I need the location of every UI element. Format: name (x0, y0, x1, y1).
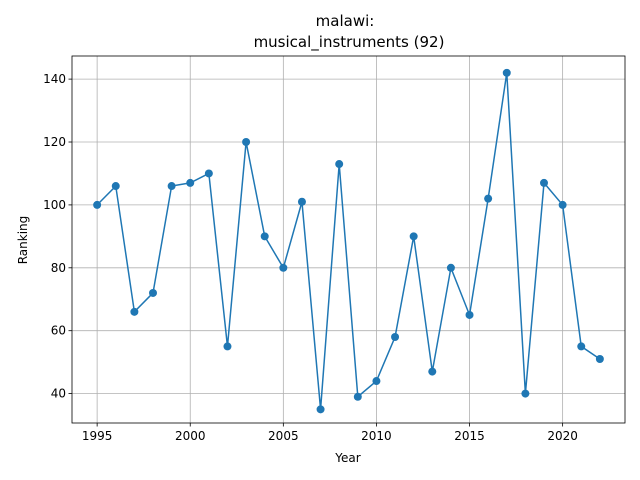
y-tick-label: 80 (51, 261, 66, 275)
data-point (223, 342, 232, 351)
axis-ticks: 1995 2000 2005 2010 2015 2020 40 60 80 100 120 140 (43, 72, 578, 443)
data-point (242, 138, 251, 147)
grid-lines (72, 56, 625, 423)
chart-title-line2: musical_instruments (92) (254, 33, 445, 52)
x-tick-label: 2010 (361, 429, 392, 443)
y-tick-label: 40 (51, 387, 66, 401)
plot-frame (71, 55, 626, 424)
data-point (335, 160, 344, 169)
data-point (446, 263, 455, 272)
data-point (372, 377, 381, 386)
data-point (428, 367, 437, 376)
data-point (558, 200, 567, 209)
data-point (279, 263, 288, 272)
x-tick-label: 2015 (454, 429, 485, 443)
data-point (465, 310, 474, 319)
y-tick-label: 60 (51, 324, 66, 338)
y-axis-label: Ranking (16, 216, 30, 265)
x-tick-label: 1995 (82, 429, 113, 443)
data-point (484, 194, 493, 203)
x-tick-label: 2020 (547, 429, 578, 443)
data-point (521, 389, 530, 398)
data-point (577, 342, 586, 351)
data-point (316, 405, 325, 414)
data-point (391, 332, 400, 341)
y-tick-label: 120 (43, 135, 66, 149)
data-point (260, 232, 269, 241)
data-point (130, 307, 139, 316)
data-point (204, 169, 213, 178)
y-tick-label: 100 (43, 198, 66, 212)
chart-title-line1: malawi: (316, 12, 375, 30)
data-point (186, 178, 195, 187)
data-point (502, 68, 511, 77)
y-tick-label: 140 (43, 72, 66, 86)
data-series (93, 68, 604, 414)
x-tick-label: 2005 (268, 429, 299, 443)
data-point (167, 182, 176, 191)
series-line (96, 72, 601, 410)
x-axis-label: Year (334, 451, 360, 465)
data-point (93, 200, 102, 209)
data-point (595, 355, 604, 364)
data-point (540, 178, 549, 187)
data-point (111, 182, 120, 191)
data-point (148, 288, 157, 297)
data-point (353, 392, 362, 401)
data-point (297, 197, 306, 206)
x-tick-label: 2000 (175, 429, 206, 443)
data-point (409, 232, 418, 241)
